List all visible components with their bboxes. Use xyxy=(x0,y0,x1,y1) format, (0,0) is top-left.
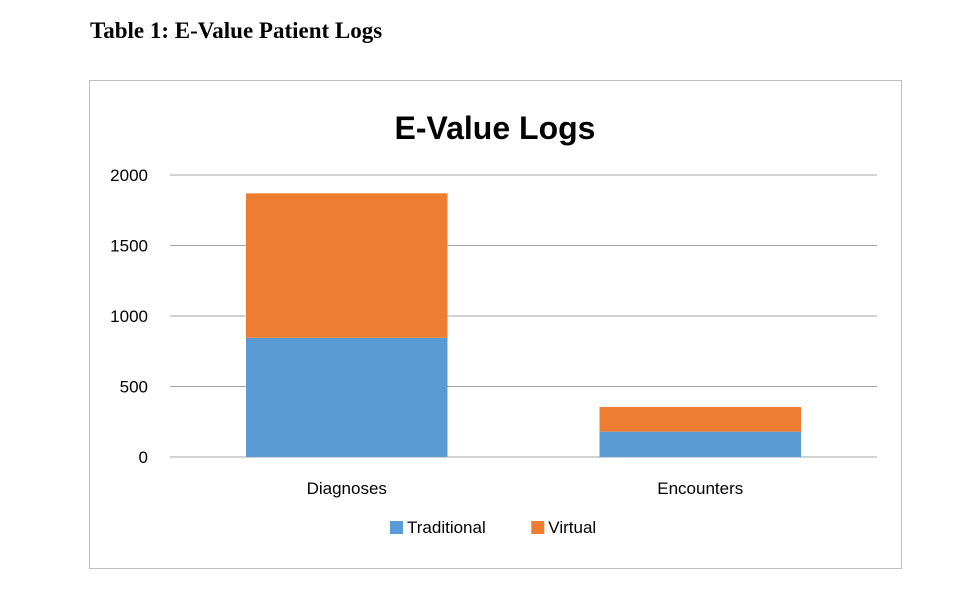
x-tick-label: Diagnoses xyxy=(307,479,387,498)
bar-encounters-virtual xyxy=(599,406,801,432)
y-axis-ticks: 0 500 1000 1500 2000 xyxy=(110,166,148,467)
x-axis-ticks: Diagnoses Encounters xyxy=(307,479,744,498)
y-tick-label: 1500 xyxy=(110,237,148,256)
bar-encounters-traditional xyxy=(599,431,801,457)
bars xyxy=(246,193,801,457)
page-heading: Table 1: E-Value Patient Logs xyxy=(90,18,383,43)
y-tick-label: 2000 xyxy=(110,166,148,185)
legend-swatch-virtual xyxy=(531,521,545,534)
legend: Traditional Virtual xyxy=(390,518,596,537)
bar-diagnoses-virtual xyxy=(246,193,448,338)
legend-label: Traditional xyxy=(407,518,486,537)
bar-diagnoses-traditional xyxy=(246,337,448,457)
chart-frame: E-Value Logs 0 500 1000 1500 2000 Diagnoses E… xyxy=(89,80,902,569)
x-tick-label: Encounters xyxy=(657,479,743,498)
legend-swatch-traditional xyxy=(390,521,403,534)
stacked-bar-chart: E-Value Logs 0 500 1000 1500 2000 Diagnoses E… xyxy=(110,110,877,537)
y-tick-label: 1000 xyxy=(110,307,148,326)
y-tick-label: 0 xyxy=(139,448,148,467)
legend-label: Virtual xyxy=(548,518,596,537)
chart-title: E-Value Logs xyxy=(395,110,596,146)
y-tick-label: 500 xyxy=(120,378,148,397)
